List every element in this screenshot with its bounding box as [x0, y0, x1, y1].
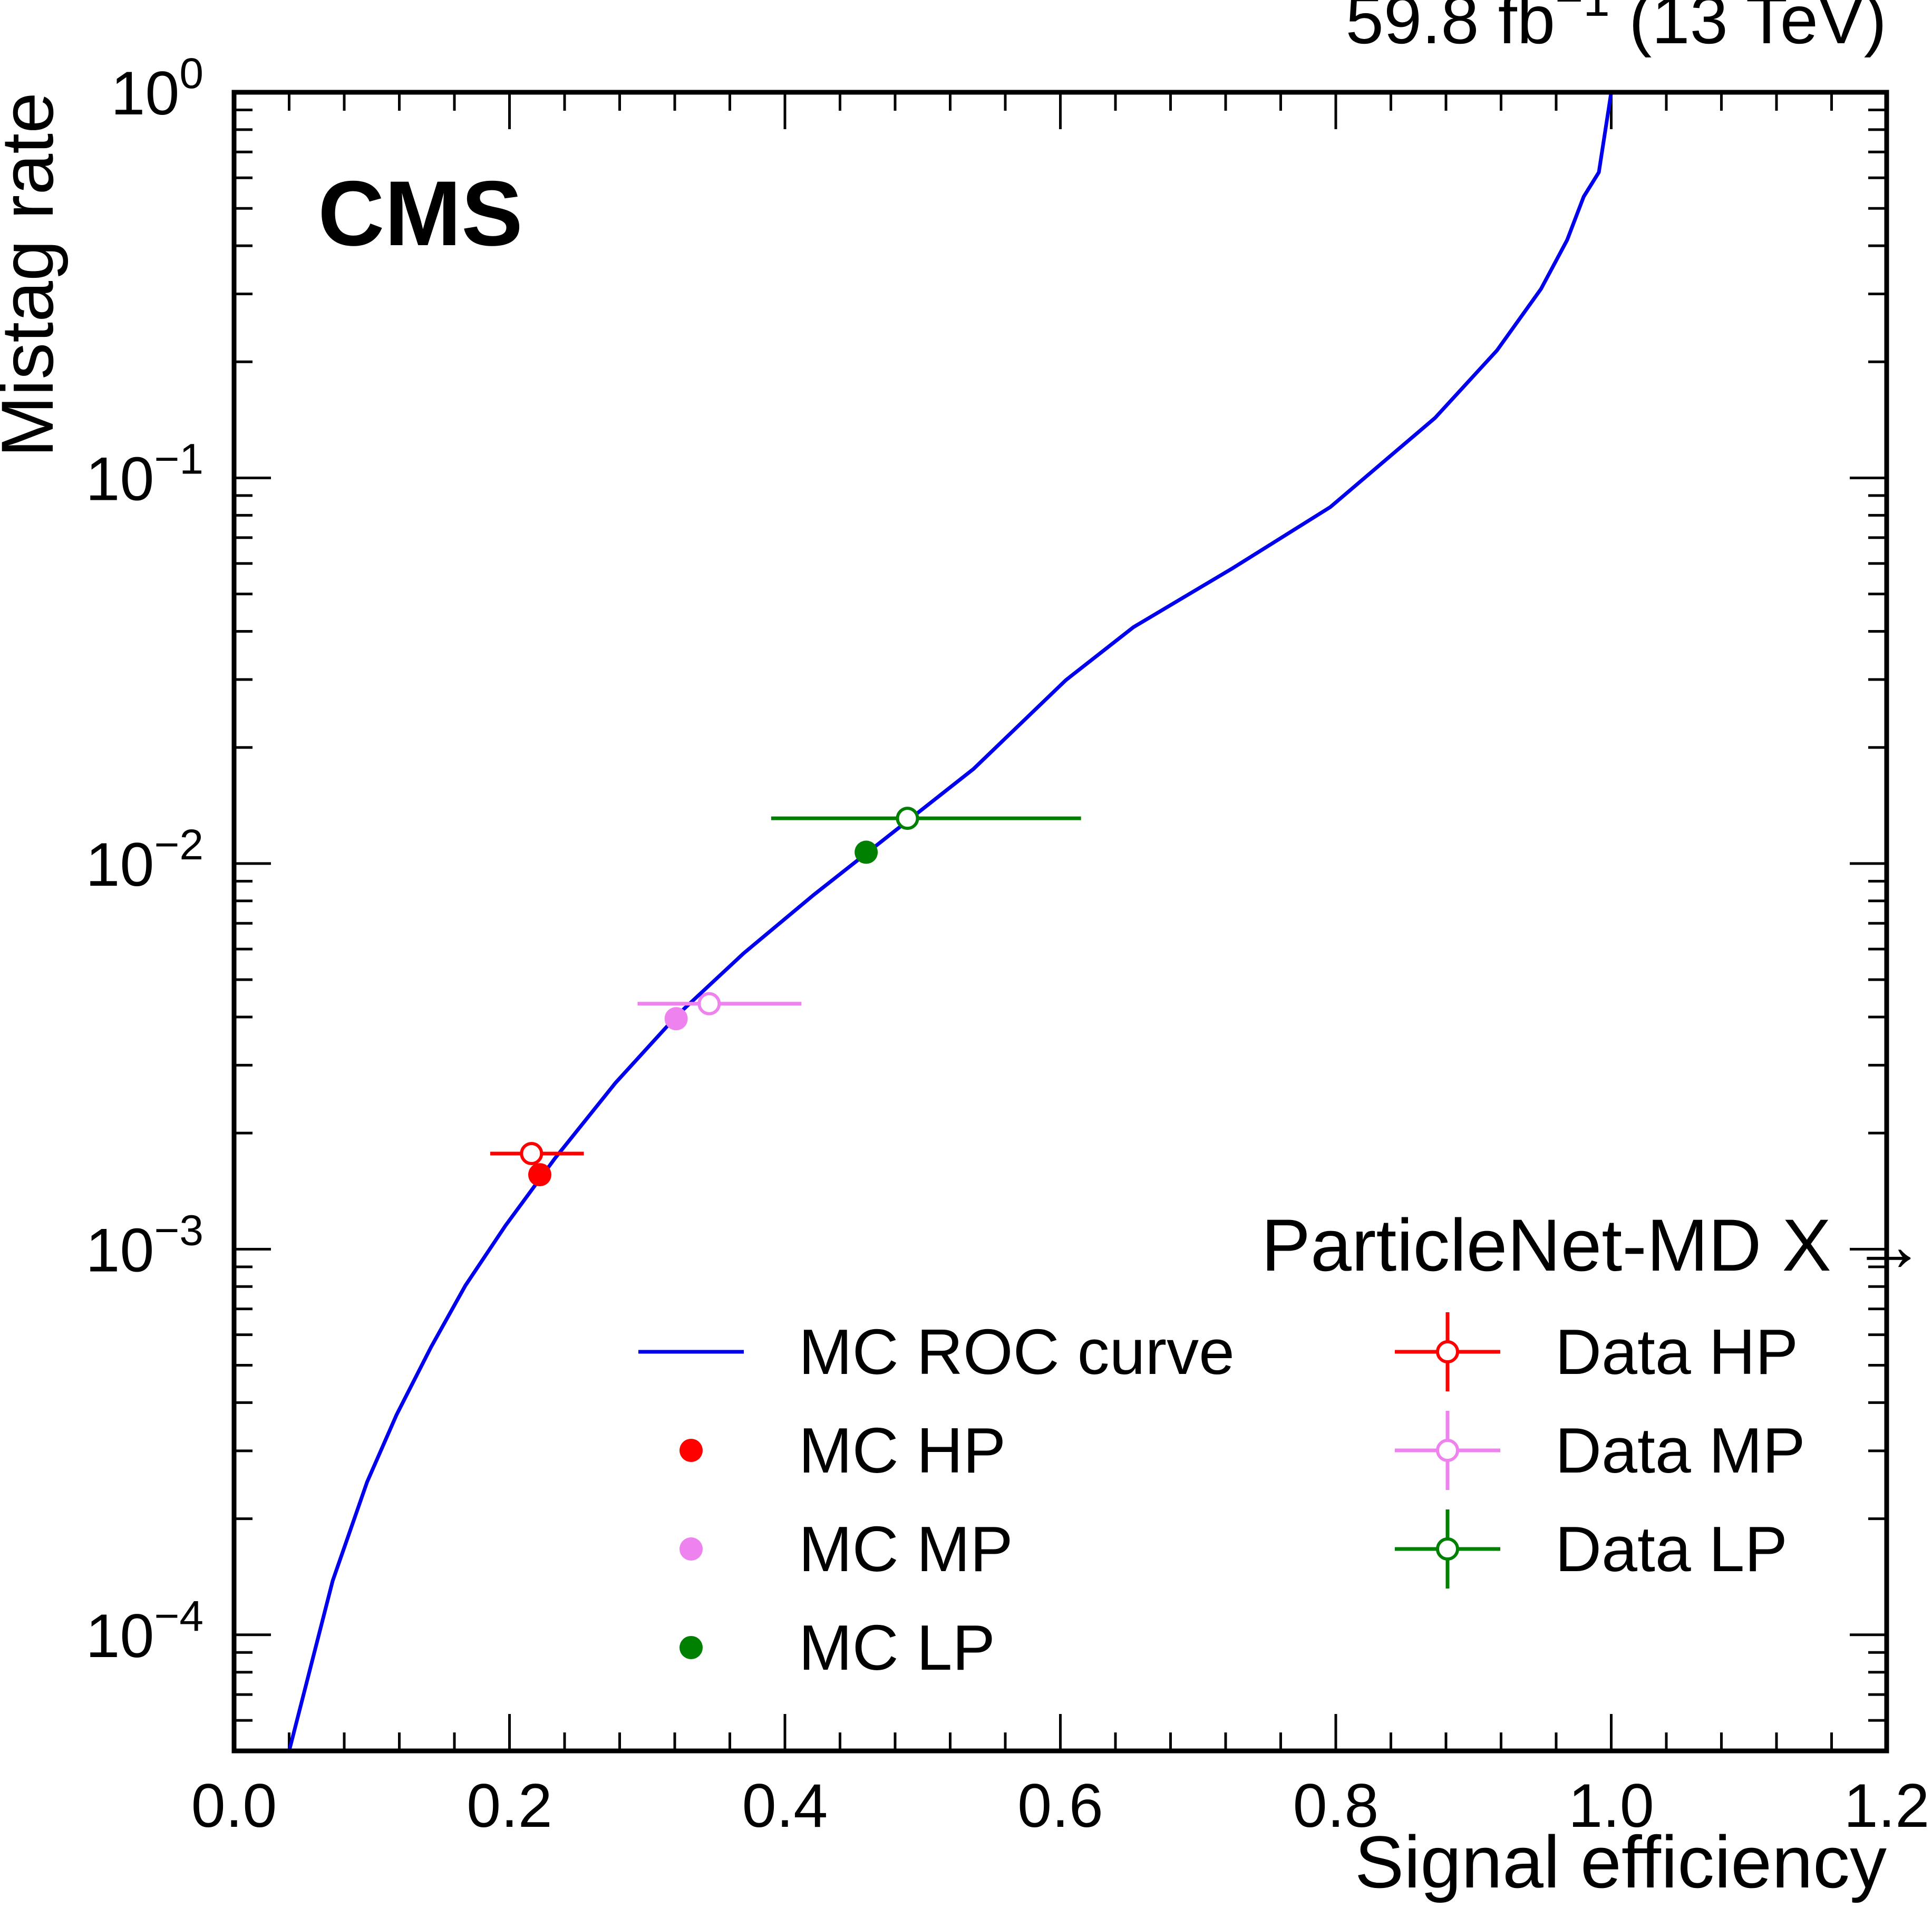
x-axis-title: Signal efficiency [1355, 1821, 1887, 1903]
legend-label: Data HP [1555, 1316, 1798, 1388]
y-tick-label: 100 [111, 50, 203, 128]
x-tick-label: 1.0 [1568, 1771, 1654, 1840]
y-tick-exp: −1 [154, 435, 204, 483]
x-tick-label: 0.8 [1293, 1771, 1379, 1840]
y-tick-label: 10−2 [85, 821, 203, 899]
y-tick-base: 10 [85, 1601, 154, 1670]
y-tick-label: 10−4 [85, 1592, 203, 1670]
lumi-label: 59.8 fb−1 (13 TeV) [1346, 0, 1887, 58]
y-tick-label: 10−1 [85, 435, 203, 513]
legend-marker [679, 1537, 703, 1561]
legend-label: MC MP [799, 1513, 1013, 1585]
legend-label: MC LP [799, 1612, 995, 1683]
y-tick-base: 10 [85, 444, 154, 513]
x-tick-label: 1.2 [1844, 1771, 1930, 1840]
legend-label: MC HP [799, 1415, 1006, 1486]
legend-marker [1436, 1340, 1459, 1363]
legend-label: Data LP [1555, 1513, 1788, 1585]
legend-label: MC ROC curve [799, 1316, 1235, 1388]
y-tick-base: 10 [111, 59, 179, 128]
legend-marker [1436, 1537, 1459, 1561]
legend-marker [679, 1439, 703, 1462]
legend-marker [1436, 1439, 1459, 1462]
y-tick-base: 10 [85, 830, 154, 899]
data-point [520, 1141, 543, 1165]
lumi-rest: (13 TeV) [1610, 0, 1887, 58]
plot-frame [231, 90, 1889, 1754]
legend-marker [679, 1636, 703, 1659]
y-tick-exp: −3 [154, 1206, 204, 1254]
y-axis-title: Mistag rate [0, 92, 69, 457]
y-tick-base: 10 [85, 1215, 154, 1284]
lumi-sup: −1 [1555, 0, 1610, 26]
data-point [896, 807, 919, 830]
legend-title: ParticleNet-MD X → bb̅ [1261, 1204, 1932, 1286]
roc-curve [287, 92, 1613, 1751]
y-tick-exp: 0 [179, 50, 203, 98]
lumi-base: 59.8 fb [1346, 0, 1556, 58]
x-tick-label: 0.4 [742, 1771, 828, 1840]
mc-point [528, 1163, 551, 1187]
plot-area [287, 92, 1613, 1751]
y-tick-exp: −4 [154, 1592, 204, 1640]
x-tick-label: 0.2 [467, 1771, 552, 1840]
mc-point [855, 840, 878, 864]
y-tick-exp: −2 [154, 821, 204, 869]
data-point [697, 992, 721, 1015]
x-tick-label: 0.0 [191, 1771, 277, 1840]
legend-label: Data MP [1555, 1415, 1805, 1486]
x-tick-label: 0.6 [1017, 1771, 1103, 1840]
experiment-label: CMS [318, 162, 523, 265]
y-tick-label: 10−3 [85, 1206, 203, 1284]
mc-point [664, 1007, 688, 1031]
